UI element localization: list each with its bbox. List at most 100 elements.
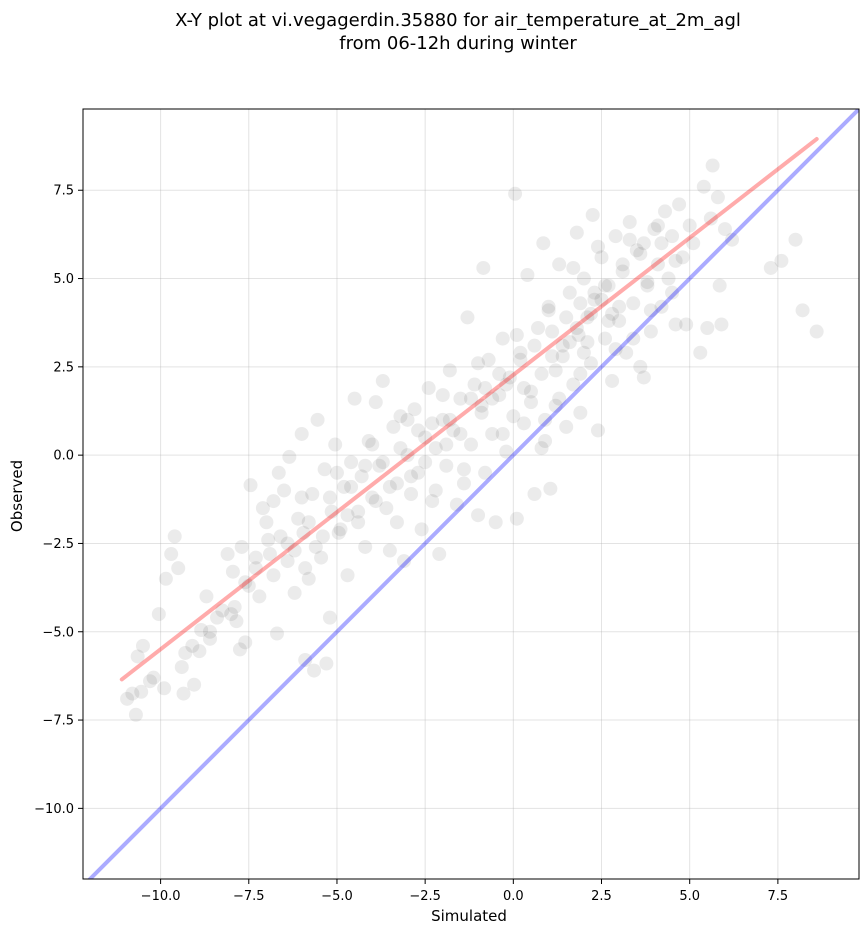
scatter-point (344, 479, 359, 494)
scatter-point (668, 253, 683, 268)
scatter-point (317, 462, 332, 477)
scatter-point (661, 271, 676, 286)
scatter-point (261, 532, 276, 547)
scatter-point (340, 568, 355, 583)
scatter-point (372, 458, 387, 473)
scatter-point (243, 478, 258, 493)
scatter-point (234, 539, 249, 554)
scatter-point (654, 236, 669, 251)
scatter-point (151, 607, 166, 622)
scatter-point (255, 501, 270, 516)
scatter-point (314, 550, 329, 565)
scatter-point (545, 324, 560, 339)
scatter-point (361, 434, 376, 449)
scatter-point (795, 303, 810, 318)
scatter-point (516, 381, 531, 396)
scatter-point (262, 547, 277, 562)
scatter-point (608, 342, 623, 357)
scatter-point (548, 363, 563, 378)
scatter-points (120, 158, 824, 722)
scatter-point (301, 571, 316, 586)
scatter-point (499, 377, 514, 392)
scatter-point (608, 229, 623, 244)
scatter-point (464, 437, 478, 452)
scatter-point (227, 600, 242, 615)
scatter-point (270, 626, 284, 641)
scatter-point (259, 515, 274, 530)
x-tick-label: −2.5 (409, 889, 441, 904)
scatter-point (476, 260, 491, 275)
scatter-point (615, 257, 630, 272)
y-tick-label: 5.0 (53, 272, 74, 287)
scatter-point (481, 352, 496, 367)
scatter-point (717, 222, 732, 237)
scatter-point (322, 610, 337, 625)
scatter-point (788, 232, 803, 247)
grid (83, 109, 859, 879)
scatter-point (421, 381, 436, 396)
y-tick-label: −7.5 (42, 714, 74, 729)
scatter-point (513, 345, 528, 360)
scatter-point (176, 686, 191, 701)
scatter-point (134, 684, 149, 699)
scatter-point (449, 497, 464, 512)
scatter-point (418, 455, 433, 470)
scatter-point (538, 434, 553, 449)
scatter-point (710, 190, 725, 205)
scatter-point (456, 462, 471, 477)
scatter-point (167, 529, 182, 544)
x-tick-label: −7.5 (233, 889, 265, 904)
scatter-point (202, 624, 217, 639)
scatter-point (192, 644, 207, 659)
scatter-point (386, 419, 401, 434)
scatter-point (382, 479, 397, 494)
scatter-point (513, 352, 528, 367)
scatter-point (143, 674, 158, 689)
scatter-point (590, 239, 605, 254)
scatter-point (291, 511, 306, 526)
scatter-point (573, 405, 588, 420)
scatter-point (492, 366, 507, 381)
scatter-point (712, 278, 727, 293)
scatter-point (453, 426, 468, 441)
scatter-point (633, 359, 648, 374)
scatter-point (478, 465, 493, 480)
scatter-point (488, 515, 503, 530)
scatter-point (238, 635, 253, 650)
y-axis-label: Observed (8, 460, 26, 532)
scatter-point (305, 487, 320, 501)
scatter-point (640, 278, 655, 293)
scatter-point (552, 257, 567, 272)
scatter-point (700, 320, 715, 335)
scatter-point (626, 296, 641, 311)
scatter-point (425, 416, 440, 431)
scatter-point (307, 663, 322, 678)
scatter-point (135, 638, 150, 653)
scatter-point (559, 419, 574, 434)
scatter-point (428, 441, 443, 456)
scatter-point (418, 430, 433, 445)
scatter-point (665, 229, 680, 244)
scatter-point (679, 317, 694, 332)
scatter-point (682, 218, 697, 233)
scatter-point (686, 236, 701, 251)
scatter-point (199, 589, 214, 604)
y-tick-label: 0.0 (53, 449, 74, 464)
scatter-point (485, 426, 500, 441)
scatter-point (585, 207, 600, 222)
scatter-point (502, 370, 517, 385)
scatter-point (125, 686, 140, 701)
scatter-point (407, 402, 422, 417)
scatter-point (643, 324, 658, 339)
scatter-point (158, 571, 173, 586)
scatter-point (527, 487, 542, 501)
scatter-point (541, 299, 556, 314)
scatter-point (157, 681, 172, 696)
scatter-point (298, 561, 313, 576)
scatter-point (435, 388, 450, 403)
scatter-point (665, 285, 680, 300)
scatter-point (354, 469, 369, 484)
scatter-point (555, 338, 570, 353)
scatter-point (471, 356, 486, 371)
x-tick-label: 7.5 (768, 889, 789, 904)
